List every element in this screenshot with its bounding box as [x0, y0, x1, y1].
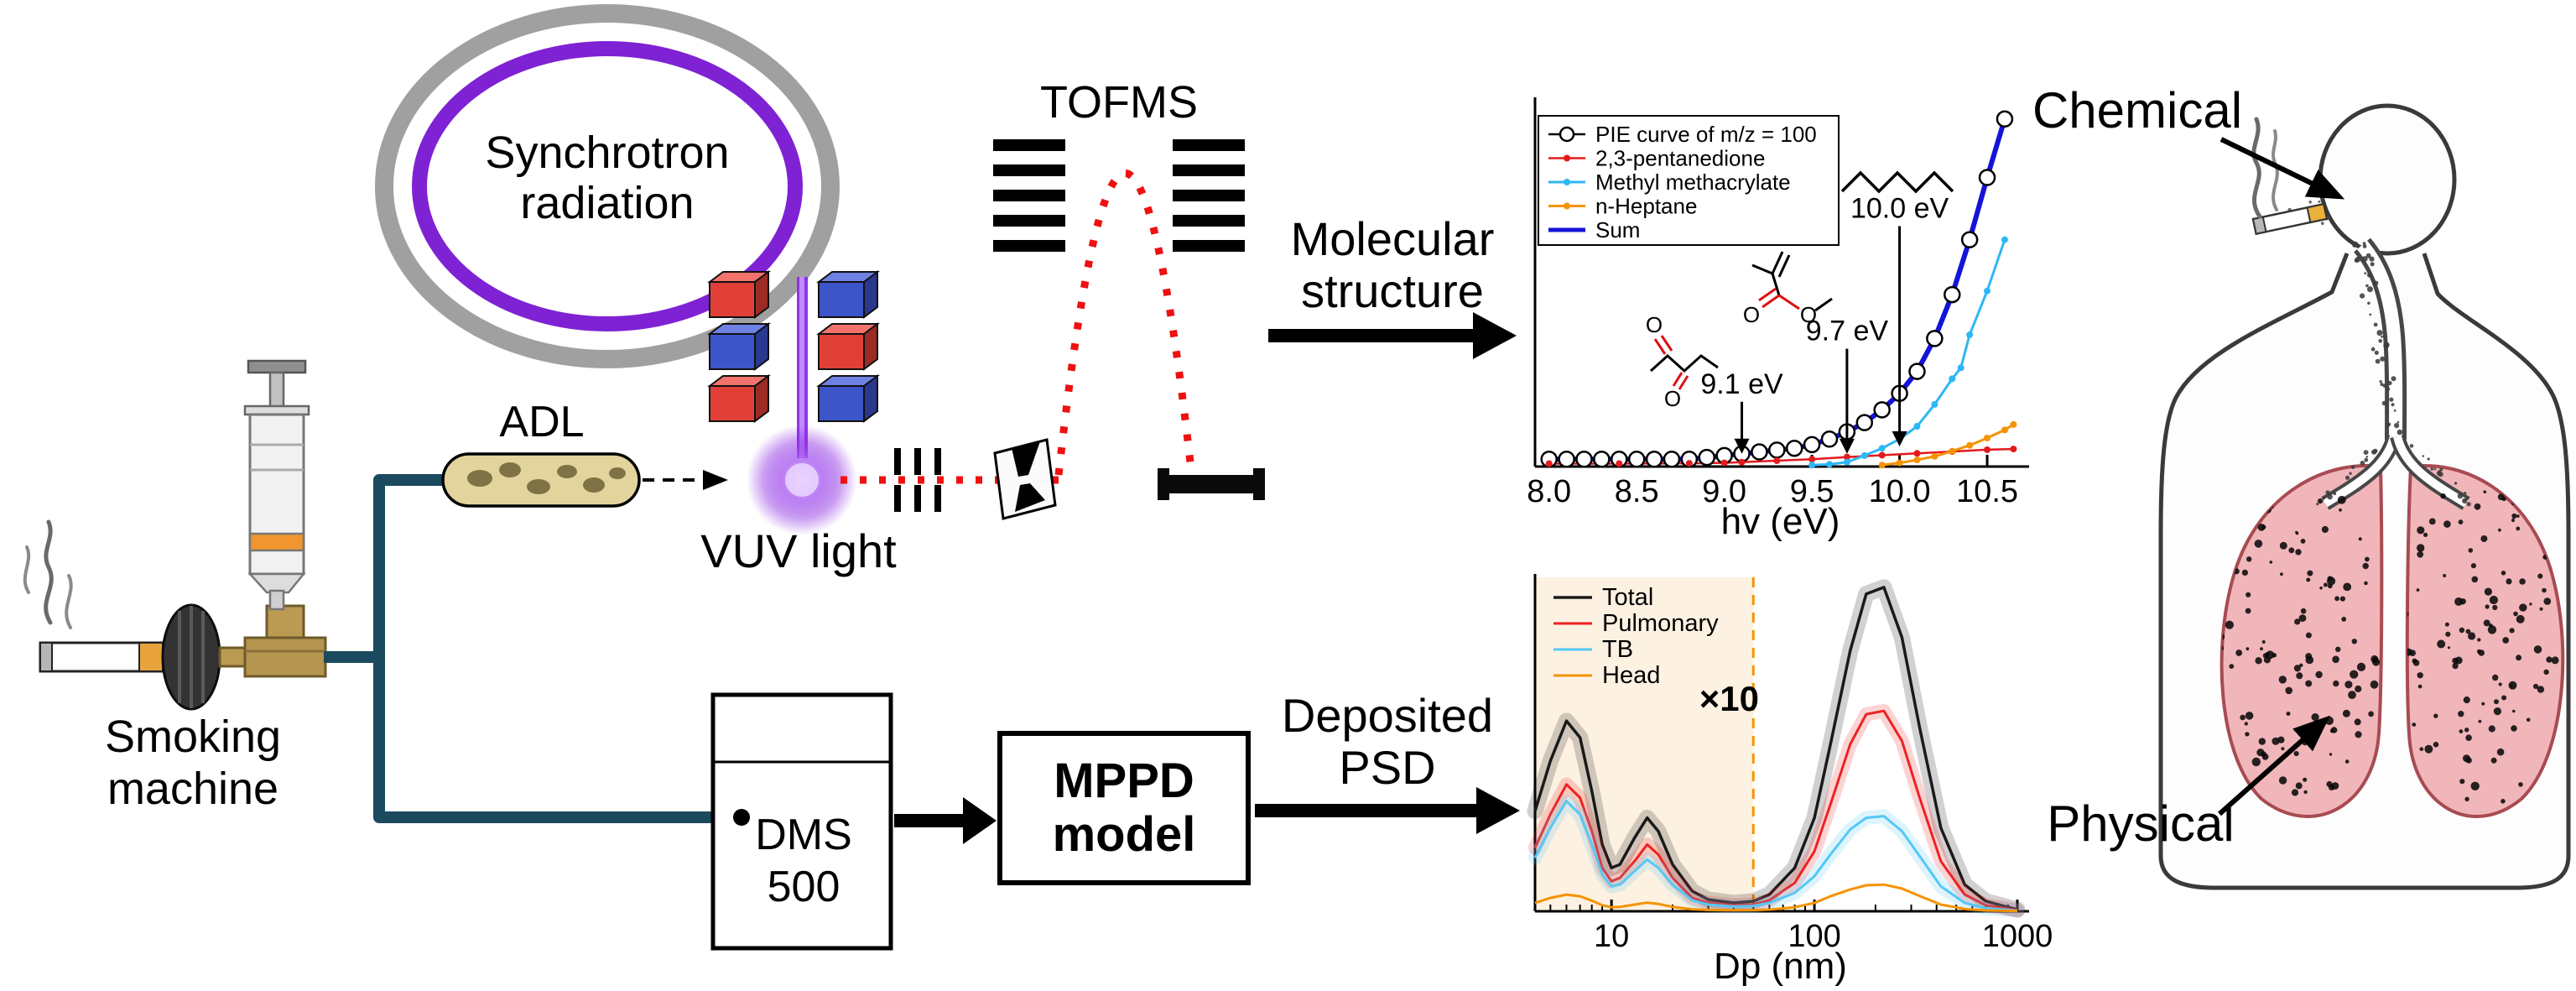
svg-text:×10: ×10 [1699, 679, 1759, 718]
svg-text:10.0 eV: 10.0 eV [1850, 193, 1949, 225]
deposited-label-line1: Deposited [1282, 689, 1493, 742]
vuv-glow-core [785, 463, 819, 497]
inhaled-particles [2284, 200, 2471, 507]
svg-text:8.0: 8.0 [1527, 474, 1571, 509]
molecular-label-line2: structure [1301, 264, 1484, 317]
physical-arrow [2218, 715, 2330, 816]
svg-text:9.5: 9.5 [1790, 474, 1834, 509]
dms-to-mppd-arrow [894, 797, 997, 844]
dms-label-line2: 500 [768, 863, 840, 911]
syringe-pump [243, 359, 310, 611]
svg-text:Dp (nm): Dp (nm) [1714, 946, 1847, 987]
ion-lens-slits [894, 448, 941, 512]
chemical-structures: O O O O [1646, 170, 1954, 411]
svg-text:1000: 1000 [1982, 919, 2053, 954]
structure-n-heptane [1840, 170, 1954, 194]
mppd-label-line2: model [1053, 807, 1196, 862]
atom-o: O [1743, 302, 1760, 327]
smoking-machine-label-line1: Smoking [105, 712, 281, 762]
dms-500-box: DMS 500 [710, 692, 893, 951]
atom-o: O [1646, 312, 1663, 337]
vuv-beamline [797, 277, 808, 458]
beamline-magnets [707, 270, 880, 423]
smoking-machine-label-line2: machine [107, 764, 278, 814]
adl-tube [441, 452, 641, 508]
ring-inner-purple [412, 41, 803, 331]
cigarette-machine [39, 641, 180, 673]
svg-text:Methyl methacrylate: Methyl methacrylate [1595, 170, 1791, 195]
reflectron-right [1173, 139, 1245, 252]
mppd-label-line1: MPPD [1054, 754, 1194, 808]
smoke-icon-machine [23, 519, 73, 629]
smoking-machine-assembly [23, 359, 327, 711]
human-body-illustration [2158, 103, 2571, 890]
tofms-instrument [840, 139, 1265, 520]
deposited-psd-arrow: Deposited PSD [1255, 689, 1520, 834]
detector [1158, 468, 1265, 500]
skimmer [993, 438, 1057, 520]
adl-label: ADL [499, 398, 584, 446]
svg-text:100: 100 [1788, 919, 1840, 954]
svg-text:9.7 eV: 9.7 eV [1806, 316, 1889, 347]
lung-particles-left [2221, 495, 2381, 796]
svg-text:10.5: 10.5 [1956, 474, 2018, 509]
svg-text:10: 10 [1594, 919, 1629, 954]
vuv-label: VUV light [700, 524, 897, 577]
dms-label-line1: DMS [755, 811, 852, 859]
magnet-cube [816, 322, 880, 371]
reflectron-left [993, 139, 1065, 252]
svg-text:hv (eV): hv (eV) [1721, 501, 1840, 542]
svg-text:PIE curve of m/z = 100: PIE curve of m/z = 100 [1595, 122, 1817, 147]
deposited-label-line2: PSD [1339, 741, 1435, 794]
cigarette-holder-wheel [161, 603, 221, 711]
atom-o: O [1800, 302, 1817, 327]
svg-text:10.0: 10.0 [1869, 474, 1931, 509]
lung-left [2220, 464, 2384, 818]
magnet-cube [707, 270, 771, 319]
svg-text:Total: Total [1602, 584, 1653, 611]
svg-text:Head: Head [1602, 662, 1660, 689]
molecular-structure-arrow: Molecular structure [1268, 212, 1517, 359]
atom-o: O [1664, 386, 1681, 411]
svg-text:TB: TB [1602, 636, 1633, 663]
trachea [2321, 237, 2470, 510]
magnet-cube [707, 322, 771, 371]
mppd-model-box: MPPD model [997, 731, 1251, 885]
svg-text:Pulmonary: Pulmonary [1602, 610, 1719, 637]
molecular-label-line1: Molecular [1291, 212, 1495, 265]
lung-particles-right [2407, 487, 2559, 804]
svg-text:8.5: 8.5 [1615, 474, 1659, 509]
chemical-arrow [2220, 137, 2345, 200]
tofms-label: TOFMS [1040, 77, 1198, 128]
physical-label: Physical [2047, 795, 2234, 852]
synchrotron-label-line2: radiation [520, 178, 694, 228]
dms-inlet-port [733, 809, 750, 826]
structure-pentanedione: O O [1646, 312, 1719, 411]
ion-beam-parabola [1054, 170, 1195, 476]
ring-outer [375, 4, 840, 368]
svg-text:2,3-pentanedione: 2,3-pentanedione [1595, 146, 1765, 171]
chemical-label: Chemical [2032, 82, 2242, 138]
pipe-to-dms [373, 653, 735, 823]
svg-text:n-Heptane: n-Heptane [1595, 194, 1697, 219]
magnet-cube [816, 374, 880, 423]
synchrotron-ring: Synchrotron radiation [375, 4, 840, 368]
cross-fitting [218, 604, 327, 678]
svg-text:9.1 eV: 9.1 eV [1700, 368, 1783, 400]
magnet-cube [816, 270, 880, 319]
cigarette-at-mouth [2251, 202, 2329, 236]
svg-text:9.0: 9.0 [1702, 474, 1746, 509]
svg-text:Sum: Sum [1595, 217, 1640, 243]
head [2318, 103, 2457, 256]
vuv-beam-core [799, 277, 804, 458]
structure-methyl-methacrylate: O O [1743, 251, 1833, 327]
magnet-cube [707, 374, 771, 423]
pipe-to-adl [324, 474, 443, 663]
synchrotron-label-line1: Synchrotron [485, 128, 729, 178]
pie-chart: 8.0 8.5 9.0 9.5 10.0 10.5 hv (eV) PIE curve of … [1527, 97, 2029, 542]
